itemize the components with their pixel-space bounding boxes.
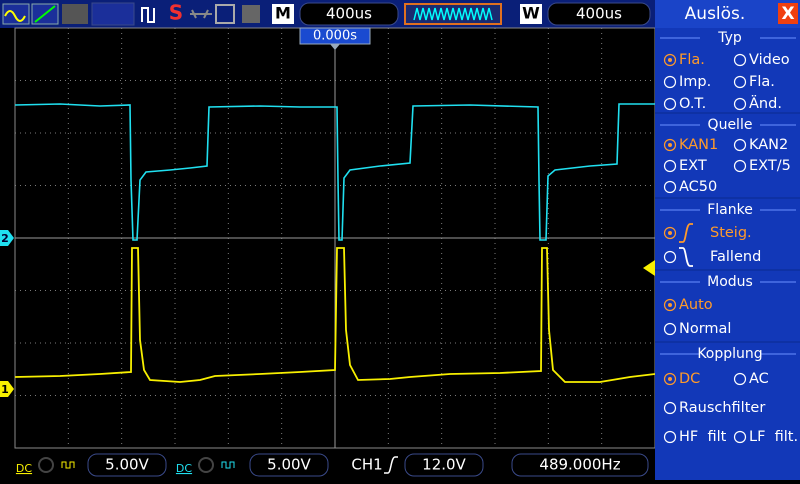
option-label[interactable]: KAN2 (749, 137, 788, 153)
toolbar-icons (2, 2, 260, 26)
option-label[interactable]: Fla. (749, 74, 775, 90)
trigger-source: CH1 (351, 456, 382, 474)
ch1-trace (14, 247, 656, 383)
section-title: Kopplung (697, 346, 762, 362)
option-label[interactable]: Steig. (710, 225, 752, 241)
option-label[interactable]: Auto (679, 297, 713, 313)
menu-sections: Typ Fla. Video Imp. Fla. O.T. Änd. Quelle KAN1 KA… (655, 30, 800, 445)
ch1-probe-icon (61, 461, 75, 469)
ch2-coupling: DC (176, 462, 192, 475)
section-title: Flanke (707, 202, 753, 218)
trigger-edge-icon (384, 456, 398, 474)
trigger-level-marker (643, 260, 655, 276)
frequency: 489.000Hz (539, 456, 620, 474)
trigger-position: 0.000s (313, 29, 357, 44)
option-label[interactable]: Änd. (749, 94, 782, 112)
trigger-level: 12.0V (422, 456, 466, 474)
radio[interactable] (733, 75, 747, 89)
ch1-bw-icon (38, 457, 54, 473)
section-title: Typ (717, 30, 742, 46)
close-label[interactable]: X (781, 4, 794, 24)
radio[interactable] (733, 53, 747, 67)
radio[interactable] (663, 372, 677, 386)
radio[interactable] (733, 372, 747, 386)
radio[interactable] (663, 401, 677, 415)
frequency-field (511, 453, 649, 477)
option-label[interactable]: KAN1 (679, 137, 718, 153)
ch1-coupling: DC (16, 462, 32, 475)
radio[interactable] (663, 97, 677, 111)
radio-dot (668, 143, 672, 147)
timebase: 400us (326, 5, 372, 23)
close-button[interactable] (778, 3, 798, 24)
ch2-probe-icon (221, 461, 235, 469)
radio-dot (668, 58, 672, 62)
radio[interactable] (663, 322, 677, 336)
radio[interactable] (663, 53, 677, 67)
option-label[interactable]: LF filt. (749, 429, 798, 445)
ch2-trace (14, 103, 655, 241)
ch2-bw-icon (198, 457, 214, 473)
window-box (520, 4, 542, 24)
memory-window (404, 3, 502, 25)
radio[interactable] (663, 430, 677, 444)
option-label[interactable]: Fallend (710, 249, 761, 265)
option-label[interactable]: Normal (679, 321, 731, 337)
radio[interactable] (733, 97, 747, 111)
falling-edge-icon (679, 247, 693, 267)
radio[interactable] (663, 226, 677, 240)
menu-panel (655, 0, 800, 480)
window-timebase-field (547, 2, 651, 26)
ch1-marker (0, 381, 14, 397)
window-label: W (522, 4, 540, 23)
rising-edge-icon (679, 223, 693, 243)
status-letter: S (169, 1, 183, 25)
ch1-scale-field (87, 453, 167, 477)
option-label[interactable]: Video (749, 52, 790, 68)
radio[interactable] (663, 75, 677, 89)
menu-title: Auslös. (685, 4, 746, 24)
ch1-marker-label: 1 (1, 383, 9, 396)
option-label[interactable]: HF filt (679, 429, 727, 445)
option-label[interactable]: DC (679, 371, 700, 387)
radio-dot (668, 231, 672, 235)
mode: M (275, 4, 291, 23)
ch1-scale: 5.00V (105, 456, 149, 474)
ch2-marker-label: 2 (1, 232, 9, 245)
radio[interactable] (663, 180, 677, 194)
section-title: Quelle (708, 117, 753, 133)
section-title: Modus (707, 274, 753, 290)
option-label[interactable]: AC (749, 371, 769, 387)
ch2-scale: 5.00V (267, 456, 311, 474)
radio[interactable] (663, 138, 677, 152)
memory-trace (413, 7, 493, 21)
option-label[interactable]: Fla. (679, 52, 705, 68)
option-label[interactable]: Rauschfilter (679, 400, 765, 416)
trigger-level-field (404, 453, 484, 477)
radio[interactable] (663, 159, 677, 173)
option-label[interactable]: Imp. (679, 74, 711, 90)
trigger-position-pointer (330, 44, 340, 50)
ch2-marker (0, 230, 14, 246)
window-timebase: 400us (576, 5, 622, 23)
ch2-scale-field (249, 453, 329, 477)
radio[interactable] (663, 250, 677, 264)
radio[interactable] (733, 159, 747, 173)
radio[interactable] (733, 430, 747, 444)
radio-dot (668, 377, 672, 381)
option-label[interactable]: O.T. (679, 96, 706, 112)
mode-box (272, 4, 294, 24)
option-label[interactable]: EXT/5 (749, 158, 791, 174)
menu-header (655, 0, 800, 28)
timebase-field (299, 2, 399, 26)
radio[interactable] (733, 138, 747, 152)
option-label[interactable]: EXT (679, 158, 707, 174)
option-label[interactable]: AC50 (679, 179, 717, 195)
radio-dot (668, 303, 672, 307)
radio[interactable] (663, 298, 677, 312)
